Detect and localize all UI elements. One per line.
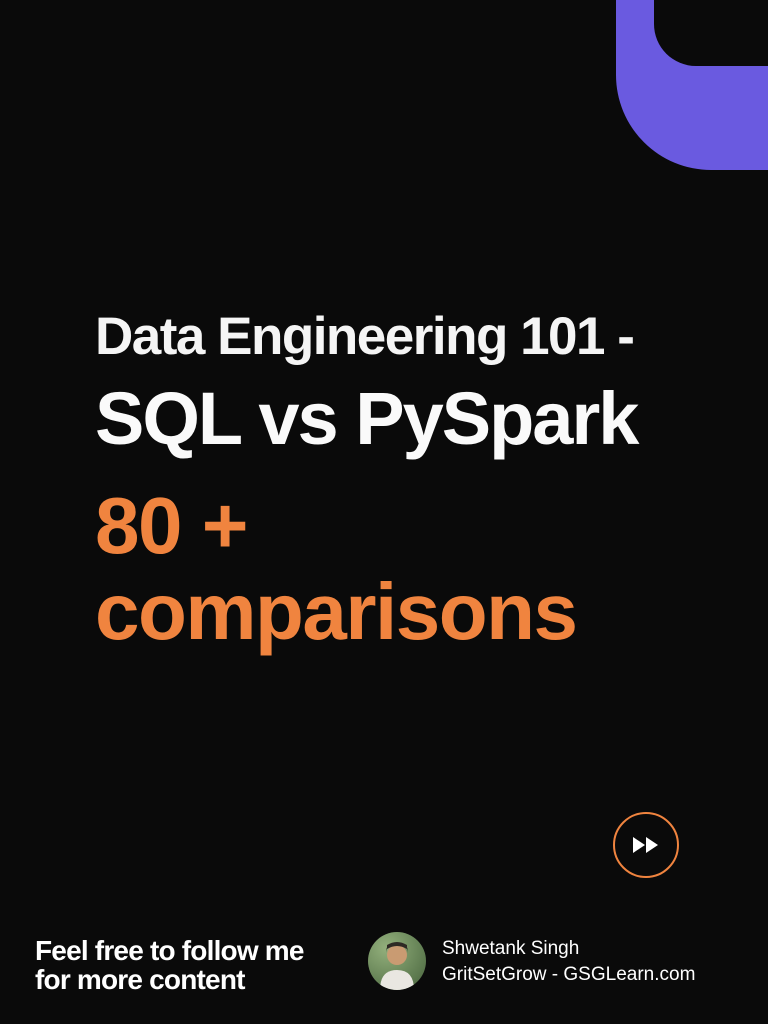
fast-forward-button[interactable] xyxy=(613,812,679,878)
fast-forward-icon xyxy=(630,834,662,856)
title-heading: SQL vs PySpark xyxy=(95,377,639,461)
headline-block: Data Engineering 101 - SQL vs PySpark 80… xyxy=(95,307,715,658)
highlight-line-2: comparisons xyxy=(95,566,578,656)
author-name: Shwetank Singh xyxy=(442,937,580,959)
tagline-line-2: for more content xyxy=(35,964,245,996)
highlight-line-1: 80 + xyxy=(95,480,248,570)
author-brand: GritSetGrow - GSGLearn.com xyxy=(442,963,696,985)
title-kicker: Data Engineering 101 - xyxy=(95,307,635,366)
footer-tagline: Feel free to follow me for more content xyxy=(35,936,304,995)
avatar xyxy=(368,932,426,990)
footer: Feel free to follow me for more content … xyxy=(0,914,768,1024)
author-block: Shwetank Singh GritSetGrow - GSGLearn.co… xyxy=(368,932,695,990)
title-highlight: 80 + comparisons xyxy=(95,480,715,656)
tagline-line-1: Feel free to follow me xyxy=(35,935,304,966)
author-text: Shwetank Singh GritSetGrow - GSGLearn.co… xyxy=(442,939,695,984)
corner-accent-notch xyxy=(654,0,768,66)
